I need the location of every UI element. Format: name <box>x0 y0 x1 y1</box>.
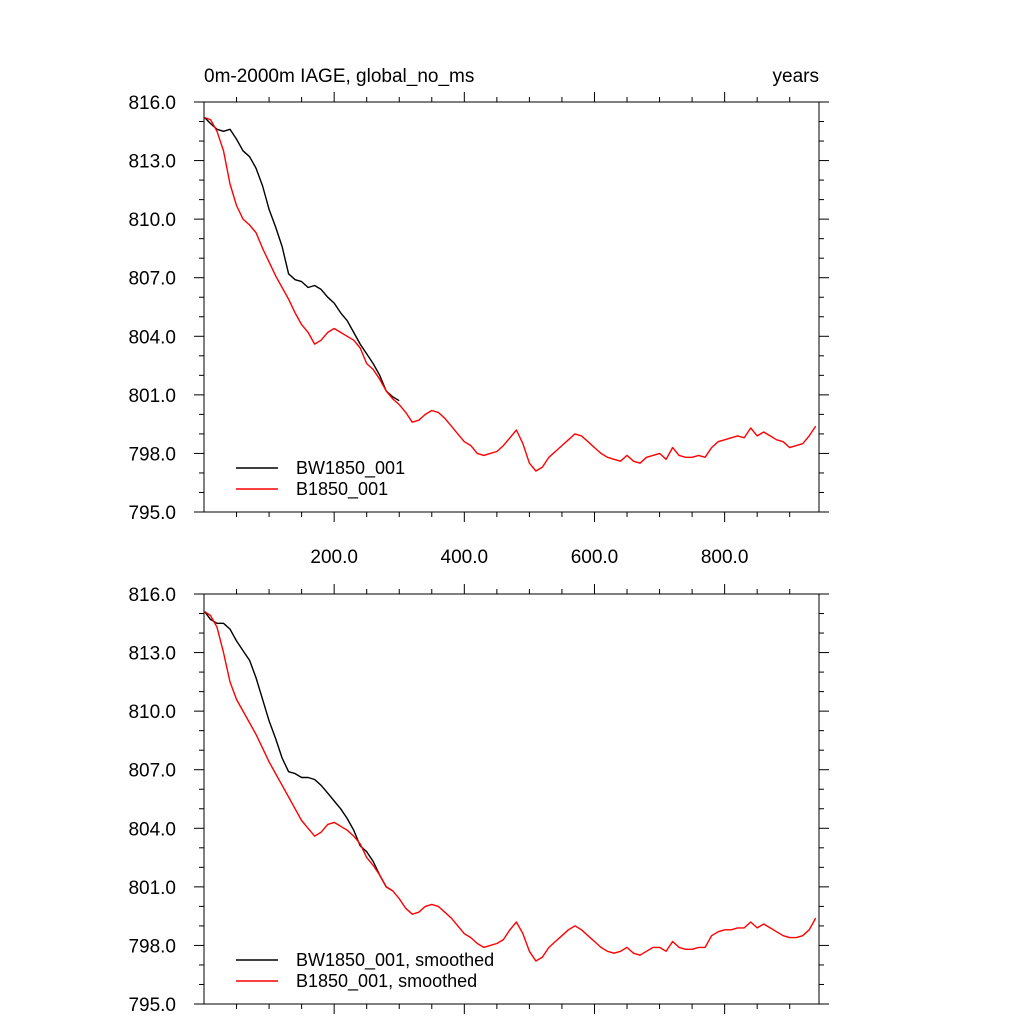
y-tick-label: 798.0 <box>128 936 176 957</box>
x-tick-label: 200.0 <box>310 547 358 568</box>
y-tick-label: 804.0 <box>128 327 176 348</box>
y-tick-label: 801.0 <box>128 878 176 899</box>
y-tick-label: 810.0 <box>128 702 176 723</box>
chart-units-label: years <box>773 66 819 87</box>
y-tick-label: 801.0 <box>128 386 176 407</box>
y-tick-label: 795.0 <box>128 503 176 524</box>
chart-title: 0m-2000m IAGE, global_no_ms <box>204 66 474 87</box>
plot-frame <box>203 101 820 513</box>
series-line-1 <box>204 117 400 402</box>
series-line-2 <box>204 611 817 962</box>
legend-label: B1850_001, smoothed <box>296 971 477 992</box>
y-tick-label: 813.0 <box>128 644 176 665</box>
plot-frame <box>203 593 820 1005</box>
y-tick-label: 810.0 <box>128 210 176 231</box>
y-tick-label: 804.0 <box>128 819 176 840</box>
y-tick-label: 798.0 <box>128 444 176 465</box>
bottom-panel: 795.0 798.0 801.0 804.0 807.0 810.0 813.0 816.0… <box>128 584 829 1016</box>
y-tick-label: 816.0 <box>128 93 176 114</box>
series-line-1 <box>204 611 394 892</box>
y-tick-label: 807.0 <box>128 269 176 290</box>
legend-label: BW1850_001 <box>296 458 405 479</box>
legend-label: B1850_001 <box>296 479 388 500</box>
x-tick-label: 600.0 <box>571 547 619 568</box>
y-tick-label: 813.0 <box>128 152 176 173</box>
x-tick-label: 800.0 <box>701 547 749 568</box>
y-tick-label: 795.0 <box>128 995 176 1016</box>
y-tick-label: 807.0 <box>128 761 176 782</box>
series-line-2 <box>204 116 817 472</box>
x-tick-label: 400.0 <box>441 547 489 568</box>
top-panel: 0m-2000m IAGE, global_no_ms years 795.0 7… <box>128 66 829 568</box>
legend-label: BW1850_001, smoothed <box>296 950 494 971</box>
y-tick-label: 816.0 <box>128 585 176 606</box>
